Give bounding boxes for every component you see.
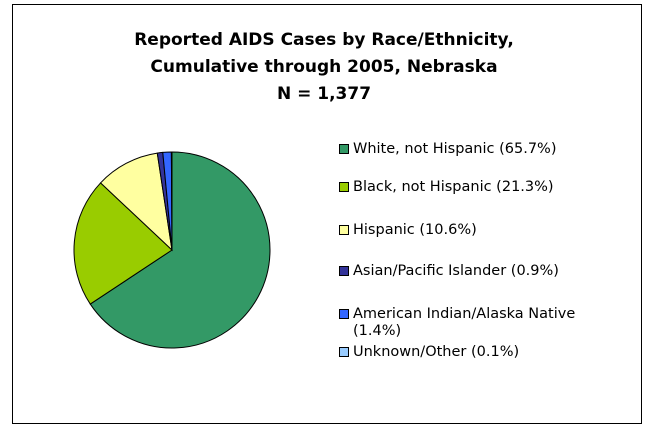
legend-label: Black, not Hispanic (21.3%) xyxy=(353,179,554,195)
legend-swatch xyxy=(339,266,349,276)
legend-item-white: White, not Hispanic (65.7%) xyxy=(339,141,619,158)
legend-item-unknown: Unknown/Other (0.1%) xyxy=(339,344,619,361)
legend-label: Hispanic (10.6%) xyxy=(353,222,477,238)
legend-label: American Indian/Alaska Native (1.4%) xyxy=(353,306,576,339)
chart-title-line-3: N = 1,377 xyxy=(276,84,372,104)
legend-label: Unknown/Other (0.1%) xyxy=(353,344,520,360)
legend-item-asian: Asian/Pacific Islander (0.9%) xyxy=(339,263,619,280)
legend-label: White, not Hispanic (65.7%) xyxy=(353,141,557,157)
legend-item-black: Black, not Hispanic (21.3%) xyxy=(339,179,619,196)
legend-swatch xyxy=(339,347,349,357)
pie-chart xyxy=(73,151,271,349)
legend-item-american-indian: American Indian/Alaska Native (1.4%) xyxy=(339,306,589,340)
legend-swatch xyxy=(339,309,349,319)
legend-swatch xyxy=(339,182,349,192)
legend-swatch xyxy=(339,225,349,235)
legend-item-hispanic: Hispanic (10.6%) xyxy=(339,222,619,239)
pie-slice-unknown xyxy=(170,151,173,251)
legend-swatch xyxy=(339,144,349,154)
chart-title-line-2: Cumulative through 2005, Nebraska xyxy=(150,57,498,77)
pie-slice-white xyxy=(89,151,271,349)
legend-label: Asian/Pacific Islander (0.9%) xyxy=(353,263,559,279)
chart-title-line-1: Reported AIDS Cases by Race/Ethnicity, xyxy=(134,30,514,50)
pie-slice-black xyxy=(73,182,173,305)
